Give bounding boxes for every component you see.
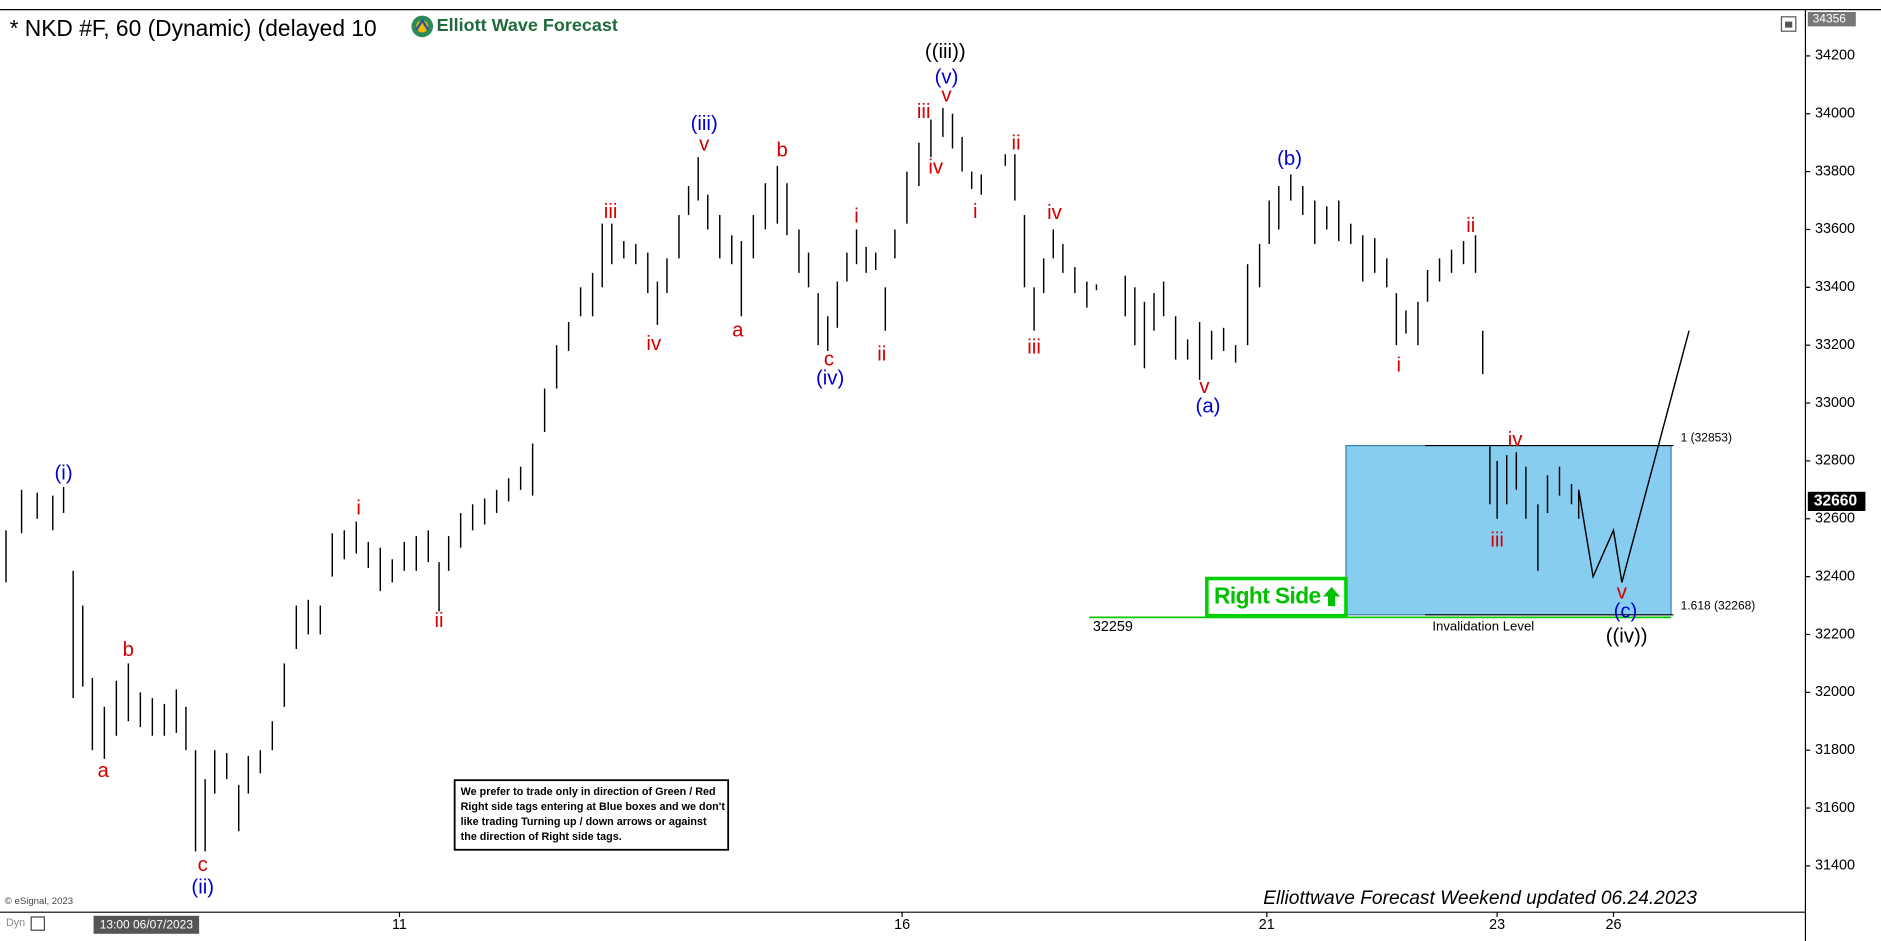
x-tick-label: 16 [894, 917, 910, 933]
wave-label: iv [1047, 202, 1063, 224]
top-price-label: 34356 [1813, 11, 1847, 25]
note-line: We prefer to trade only in direction of … [461, 786, 716, 798]
start-label: 13:00 06/07/2023 [100, 918, 194, 932]
y-tick-label: 33400 [1815, 279, 1855, 295]
top-price-box [1807, 12, 1856, 27]
wave-label: (iv) [816, 368, 844, 390]
wave-label: iii [917, 101, 931, 123]
footer: Elliottwave Forecast Weekend updated 06.… [1263, 888, 1697, 909]
y-tick-label: 31800 [1815, 742, 1855, 758]
window-icon-inner [1785, 21, 1793, 28]
support-label: 32259 [1093, 619, 1133, 635]
chart-title: * NKD #F, 60 (Dynamic) (delayed 10 [10, 15, 377, 41]
y-tick-label: 32400 [1815, 568, 1855, 584]
wave-label: ii [1466, 215, 1475, 237]
wave-label: i [1396, 354, 1401, 376]
last-price-box [1807, 491, 1866, 512]
plot-area [5, 107, 1690, 852]
box-bottom-label: 1.618 (32268) [1681, 599, 1756, 613]
logo-text: Elliott Wave Forecast [437, 15, 618, 35]
y-tick-label: 32200 [1815, 626, 1855, 642]
wave-label: v [941, 84, 952, 106]
right-side-tag: Right Side [1205, 576, 1348, 618]
projection-path [1577, 330, 1690, 583]
dyn-icon[interactable] [30, 916, 45, 931]
wave-label: (ii) [191, 877, 214, 899]
wave-label: ii [877, 344, 886, 366]
wave-label: ((iv)) [1606, 626, 1648, 648]
y-tick-label: 31600 [1815, 800, 1855, 816]
price-bars [5, 107, 1580, 852]
right-side-tag-text: Right Side [1214, 583, 1321, 609]
note-line: Right side tags entering at Blue boxes a… [461, 801, 726, 813]
y-tick-label: 33800 [1815, 163, 1855, 179]
wave-label: (v) [935, 66, 959, 88]
wave-label: v [1199, 376, 1210, 398]
wave-label: a [97, 760, 109, 782]
note-line: like trading Turning up / down arrows or… [461, 816, 707, 828]
wave-label: v [699, 134, 710, 156]
wave-label: iii [1490, 530, 1504, 552]
wave-label: (c) [1614, 601, 1638, 623]
right-side-arrow [1323, 586, 1340, 607]
x-tick-label: 23 [1489, 917, 1505, 933]
wave-label: iv [1508, 429, 1524, 451]
right-side-tag-box [1205, 576, 1348, 618]
wave-label: ii [1012, 132, 1021, 154]
y-tick-label: 33600 [1815, 221, 1855, 237]
wave-label: c [198, 854, 208, 876]
x-tick-label: 26 [1605, 917, 1621, 933]
wave-label: a [732, 320, 744, 342]
y-tick-label: 33200 [1815, 337, 1855, 353]
x-tick-label: 21 [1259, 917, 1275, 933]
note-line: the direction of Right side tags. [461, 831, 622, 843]
wave-label: ii [435, 610, 444, 632]
wave-label: (iii) [691, 113, 718, 135]
wave-label: (b) [1277, 148, 1302, 170]
wave-label: b [123, 639, 134, 661]
logo-icon [411, 15, 434, 38]
box-top-label: 1 (32853) [1681, 431, 1732, 445]
wave-label: i [973, 201, 978, 223]
wave-label: c [824, 348, 834, 370]
y-tick-label: 32600 [1815, 511, 1855, 527]
y-tick-label: 34000 [1815, 106, 1855, 122]
wave-label: iii [604, 201, 618, 223]
note-box [453, 779, 730, 851]
wave-label: (i) [55, 462, 73, 484]
y-tick-label: 32800 [1815, 453, 1855, 469]
y-tick-label: 33000 [1815, 395, 1855, 411]
copyright: © eSignal, 2023 [5, 896, 73, 907]
wave-label: b [776, 140, 787, 162]
y-tick-label: 34200 [1815, 48, 1855, 64]
dyn-label: Dyn [6, 917, 25, 929]
wave-label: iii [1027, 336, 1041, 358]
target-box [1345, 444, 1672, 616]
wave-label: v [1617, 581, 1628, 603]
last-price-label: 32660 [1814, 493, 1858, 510]
wave-label: iv [928, 156, 944, 178]
y-tick-label: 31400 [1815, 858, 1855, 874]
y-tick-label: 32000 [1815, 684, 1855, 700]
wave-label: iv [646, 333, 662, 355]
invalidation-label: Invalidation Level [1432, 618, 1534, 633]
x-tick-label: 11 [392, 917, 407, 933]
start-label-box [93, 915, 200, 934]
wave-label: i [854, 206, 859, 228]
wave-label: ((iii)) [925, 41, 966, 63]
wave-label: (a) [1196, 395, 1221, 417]
logo-background [406, 10, 629, 45]
wave-label: i [356, 497, 361, 519]
